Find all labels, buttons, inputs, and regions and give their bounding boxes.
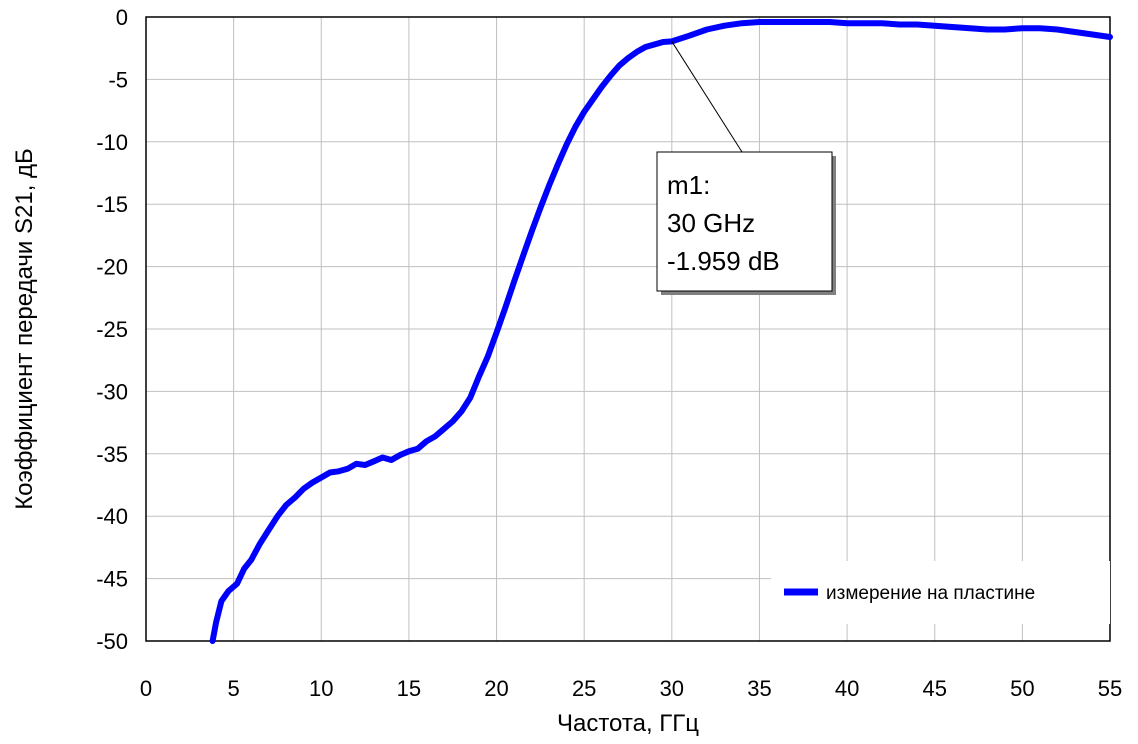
legend: измерение на пластине <box>771 561 1110 624</box>
plot-area-border <box>145 16 1111 642</box>
marker-annotation: m1: 30 GHz -1.959 dB <box>656 41 836 295</box>
y-tick-label: -50 <box>96 629 128 654</box>
y-tick-label: -10 <box>96 130 128 155</box>
marker-text-line: m1: <box>667 170 710 200</box>
marker-text-line: -1.959 dB <box>667 246 780 276</box>
y-tick-label: -5 <box>108 67 128 92</box>
grid-lines <box>146 17 1110 641</box>
marker-leader-line <box>671 41 743 153</box>
y-tick-label: -35 <box>96 442 128 467</box>
y-tick-label: -15 <box>96 192 128 217</box>
y-tick-label: -45 <box>96 567 128 592</box>
y-tick-label: -40 <box>96 504 128 529</box>
x-tick-label: 25 <box>572 676 596 701</box>
y-tick-label: 0 <box>116 5 128 30</box>
x-tick-label: 45 <box>922 676 946 701</box>
x-tick-label: 20 <box>484 676 508 701</box>
x-tick-label: 15 <box>397 676 421 701</box>
series-line <box>209 19 1113 644</box>
y-tick-labels: 0 -5 -10 -15 -20 -25 -30 -35 -40 -45 -50 <box>96 5 128 654</box>
y-tick-label: -20 <box>96 255 128 280</box>
x-tick-label: 50 <box>1010 676 1034 701</box>
legend-label: измерение на пластине <box>826 583 1035 604</box>
x-tick-labels: 0 5 10 15 20 25 30 35 40 45 50 55 <box>140 676 1122 701</box>
x-tick-label: 55 <box>1098 676 1122 701</box>
y-tick-label: -30 <box>96 379 128 404</box>
x-tick-label: 40 <box>835 676 859 701</box>
x-tick-label: 0 <box>140 676 152 701</box>
y-tick-label: -25 <box>96 317 128 342</box>
series-layer <box>209 19 1113 644</box>
x-tick-label: 10 <box>309 676 333 701</box>
x-tick-label: 35 <box>747 676 771 701</box>
marker-box <box>656 151 833 292</box>
x-axis-label: Частота, ГГц <box>557 710 699 737</box>
x-tick-label: 30 <box>660 676 684 701</box>
y-axis-label: Коэффициент передачи S21, дБ <box>11 148 38 510</box>
x-tick-label: 5 <box>228 676 240 701</box>
legend-box <box>771 561 1110 624</box>
marker-text-line: 30 GHz <box>667 208 755 238</box>
